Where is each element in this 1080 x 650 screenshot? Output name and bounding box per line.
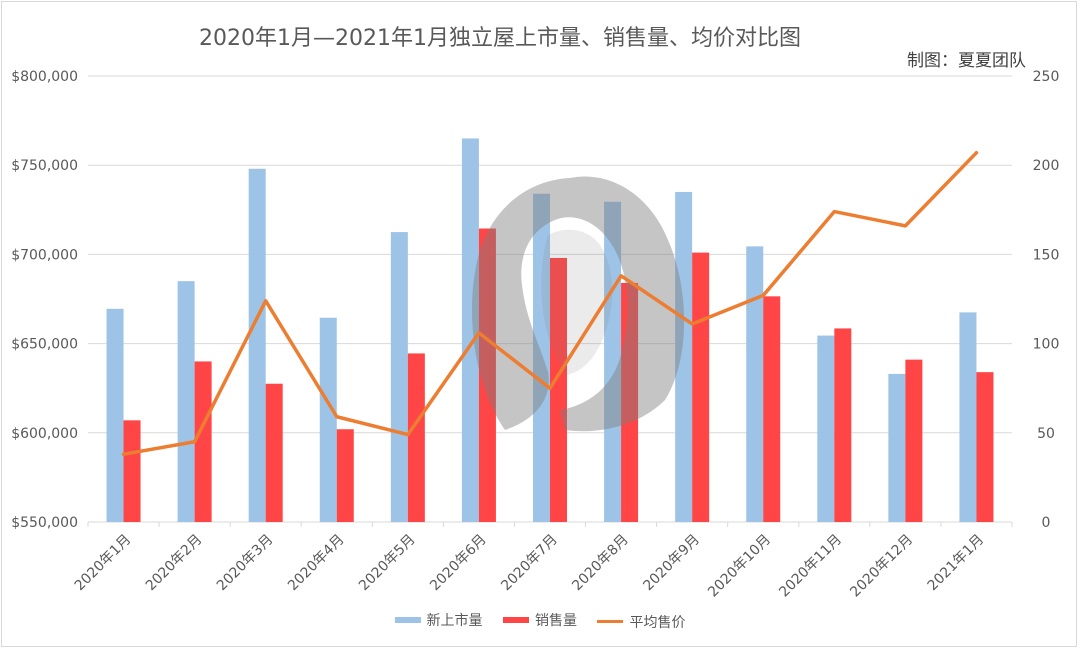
line-avg-price (121, 150, 979, 456)
y-right-tick-label: 250 (1033, 69, 1060, 85)
x-tick-label: 2020年4月 (285, 532, 348, 595)
bar-sales (692, 252, 710, 522)
legend-swatch-sales (503, 617, 529, 623)
x-tick-label: 2020年3月 (214, 532, 277, 595)
y-right-tick-label: 150 (1033, 247, 1060, 263)
x-tick-label: 2020年10月 (705, 532, 774, 601)
y-right-tick-label: 100 (1033, 337, 1060, 353)
bar-sales (976, 372, 994, 522)
legend-item-new-listings: 新上市量 (394, 610, 483, 630)
bar-sales (905, 359, 923, 522)
y-right-tick-label: 50 (1037, 426, 1055, 442)
portrait-watermark (472, 176, 685, 432)
line-layer (121, 150, 979, 456)
bar-new-listings (675, 191, 693, 522)
bar-new-listings (817, 335, 835, 522)
legend-swatch-avg-price (597, 620, 624, 623)
bar-sales (834, 328, 852, 522)
legend-item-avg-price: 平均售价 (597, 612, 685, 632)
bar-new-listings (248, 168, 266, 522)
x-tick-label: 2020年12月 (847, 532, 916, 601)
bar-sales (407, 353, 425, 522)
bar-sales (550, 257, 567, 522)
watermark-face (541, 229, 613, 375)
bar-new-listings (106, 308, 124, 522)
bar-new-listings (533, 193, 550, 522)
bar-new-listings (746, 246, 764, 522)
bar-new-listings (461, 138, 479, 522)
legend: 新上市量 销售量 平均售价 (0, 610, 1080, 632)
x-tick-label: 2020年6月 (427, 532, 490, 595)
legend-swatch-new-listings (394, 617, 421, 623)
x-tick-label: 2020年5月 (356, 532, 419, 595)
legend-item-sales: 销售量 (503, 610, 577, 630)
x-tick-label: 2020年2月 (143, 532, 206, 595)
bar-sales (336, 429, 354, 522)
legend-label-sales: 销售量 (535, 613, 577, 629)
bar-new-listings (888, 373, 906, 522)
y-left-tick-label: $750,000 (11, 158, 78, 174)
bar-new-listings (390, 232, 408, 522)
chart-title: 2020年1月—2021年1月独立屋上市量、销售量、均价对比图 (199, 26, 801, 51)
y-left-tick-label: $700,000 (11, 247, 78, 263)
legend-label-new-listings: 新上市量 (426, 613, 483, 629)
legend-label-avg-price: 平均售价 (629, 614, 686, 631)
x-tick-label: 2020年1月 (72, 532, 135, 595)
chart-credit: 制图：夏夏团队 (907, 51, 1026, 71)
x-tick-label: 2020年7月 (498, 532, 561, 595)
y-left-tick-label: $650,000 (11, 337, 78, 353)
bar-new-listings (319, 317, 337, 522)
bar-sales (621, 282, 639, 522)
bar-sales (123, 420, 141, 522)
y-left-tick-label: $550,000 (11, 515, 78, 531)
bar-new-listings (177, 281, 195, 522)
x-tick-label: 2021年1月 (925, 532, 988, 595)
bar-new-listings (959, 312, 977, 522)
bar-sales (194, 361, 212, 522)
bar-sales (478, 228, 496, 523)
x-tick-label: 2020年9月 (640, 532, 703, 595)
y-right-tick-label: 0 (1042, 515, 1051, 531)
y-left-tick-label: $600,000 (11, 426, 78, 442)
y-left-tick-label: $800,000 (11, 69, 78, 85)
x-tick-label: 2020年11月 (776, 532, 845, 601)
y-right-tick-label: 200 (1033, 158, 1060, 174)
bar-sales (763, 296, 781, 522)
bar-sales (265, 383, 283, 522)
x-tick-label: 2020年8月 (569, 532, 632, 595)
